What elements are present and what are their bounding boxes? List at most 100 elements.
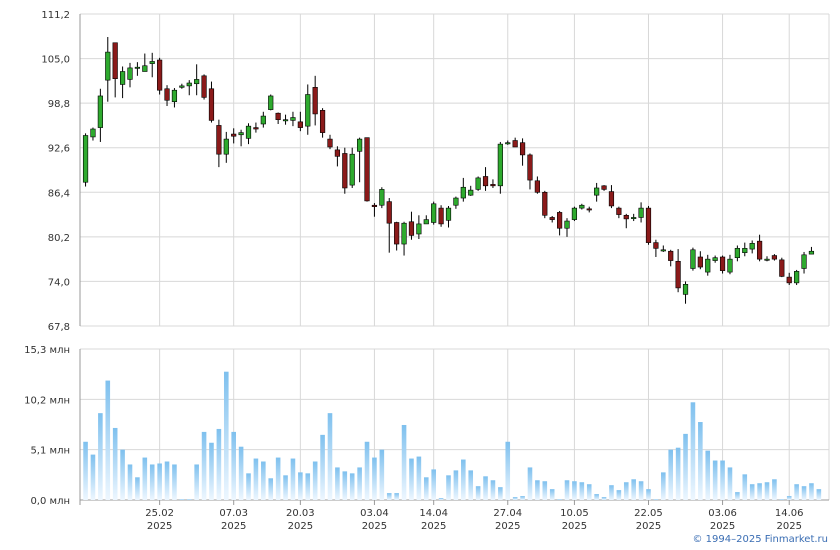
price-tick-label: 105,0 [41, 55, 70, 66]
volume-bar [749, 484, 755, 500]
volume-bar [468, 470, 474, 500]
candle-body [179, 85, 185, 88]
candle [794, 269, 800, 286]
volume-bar [401, 424, 407, 500]
candle [297, 111, 303, 132]
candle-body [297, 121, 303, 128]
volume-bar [623, 482, 629, 500]
candle-body [742, 248, 748, 253]
candle [82, 133, 89, 187]
volume-bar [423, 477, 429, 500]
candle-body [342, 153, 348, 189]
candle-body [549, 217, 555, 220]
candle-body [527, 154, 533, 181]
x-tick-date: 14.04 [419, 508, 448, 519]
x-tick-date: 20.03 [286, 508, 315, 519]
volume-bar [157, 463, 162, 500]
volume-bar [557, 499, 562, 500]
candle [238, 129, 244, 147]
candle [749, 240, 755, 254]
volume-bar [757, 483, 762, 500]
volume-bar [586, 484, 592, 500]
x-tick-year: 2025 [288, 521, 313, 532]
candle-body [601, 185, 607, 190]
candle [186, 80, 192, 96]
volume-bar [446, 475, 451, 500]
candle-body [749, 243, 755, 250]
candle-body [245, 125, 252, 139]
candle [275, 112, 281, 124]
candle-body [208, 88, 215, 121]
candle [379, 187, 385, 209]
candle-body [631, 217, 637, 219]
candle-body [453, 197, 459, 206]
candle-body [186, 82, 192, 87]
candle-body [557, 212, 563, 229]
price-tick-label: 67,8 [48, 322, 70, 333]
volume-bar [201, 431, 207, 500]
candle-body [675, 260, 681, 289]
candle [342, 147, 348, 194]
volume-bar [742, 474, 748, 500]
volume-bar [90, 454, 96, 500]
candle-body [90, 128, 96, 138]
volume-bar [690, 402, 696, 500]
candle [771, 254, 778, 261]
volume-bar [572, 481, 577, 500]
x-tick-year: 2025 [636, 521, 661, 532]
x-tick-year: 2025 [562, 521, 587, 532]
price-tick-label: 92,6 [48, 144, 70, 155]
volume-bar [786, 496, 792, 500]
candle-body [756, 240, 763, 260]
candle [490, 179, 496, 188]
candle-body [779, 259, 785, 277]
candle-body [801, 254, 807, 269]
volume-bar [246, 473, 251, 500]
volume-bar [668, 449, 674, 500]
candle-body [394, 222, 400, 245]
candle [164, 85, 170, 107]
candle-body [512, 140, 518, 148]
candle [534, 176, 540, 194]
candle-body [431, 203, 437, 223]
candle [312, 75, 318, 126]
volume-bar [683, 433, 688, 500]
volume-bar [727, 467, 733, 500]
volume-bar [601, 497, 607, 500]
candle-body [253, 127, 259, 130]
candle-body [660, 249, 666, 252]
volume-bar [661, 472, 666, 500]
candle-body [268, 95, 274, 110]
candle [579, 203, 585, 210]
candle [571, 206, 578, 222]
x-tick-date: 03.04 [360, 508, 389, 519]
candle [719, 255, 726, 274]
volume-bar [549, 489, 555, 500]
volume-bar [83, 441, 88, 500]
candle-body [334, 149, 340, 157]
candle-body [223, 138, 229, 155]
candle-body [379, 189, 385, 206]
candle [260, 111, 266, 128]
volume-bar [231, 431, 236, 500]
candle [631, 213, 637, 222]
candle-body [697, 256, 703, 268]
candle-body [282, 119, 289, 122]
volume-bar [312, 461, 318, 500]
candle [290, 111, 296, 127]
x-tick-year: 2025 [495, 521, 520, 532]
candle [645, 205, 652, 245]
candle-body [290, 117, 296, 121]
candle-body [82, 135, 89, 183]
candle-body [475, 177, 481, 190]
volume-bar [505, 441, 511, 500]
candle [742, 242, 748, 257]
volume-bar [512, 497, 518, 500]
volume-bar [535, 480, 540, 500]
volume-bar [172, 464, 177, 500]
candle [638, 202, 644, 223]
volume-bar [105, 380, 111, 500]
candle [727, 254, 733, 275]
volume-bar [431, 469, 436, 500]
candle-body [312, 87, 318, 115]
